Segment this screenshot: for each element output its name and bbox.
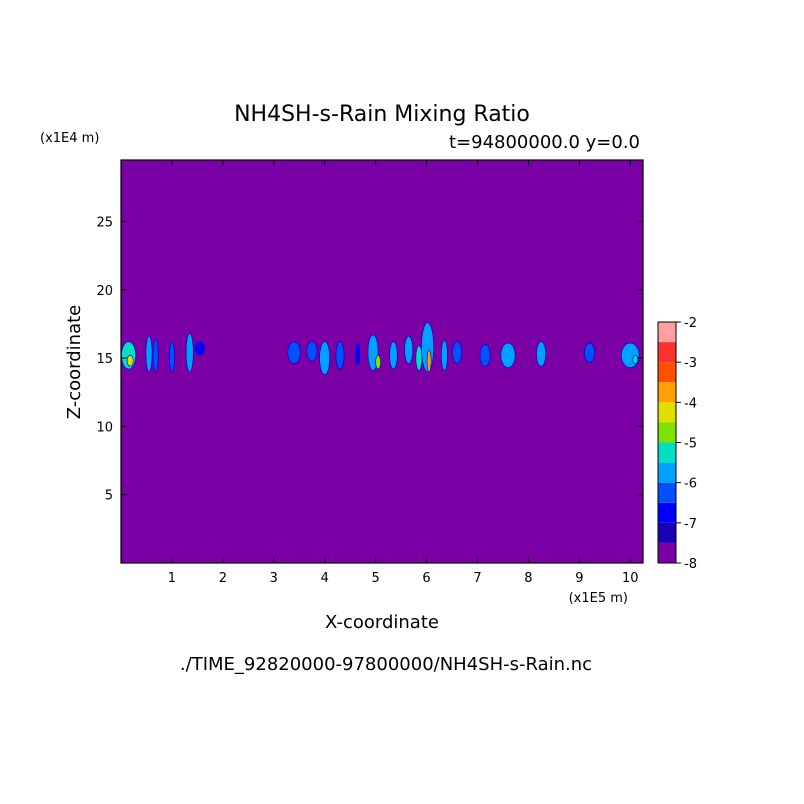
colorbar-swatch-1 — [658, 522, 676, 543]
contour-cell-6 — [195, 341, 205, 356]
y-tick-label: 20 — [96, 284, 113, 299]
x-tick-label: 7 — [473, 571, 481, 586]
x-tick-label: 1 — [168, 571, 176, 586]
colorbar-tick-label: -6 — [684, 477, 697, 492]
colorbar-swatch-3 — [658, 482, 676, 503]
colorbar-tick-label: -4 — [684, 396, 697, 411]
x-tick-label: 6 — [422, 571, 430, 586]
contour-cell-21 — [479, 344, 491, 367]
x-ticks-layer: 1 2 3 4 5 6 7 8 9 10 — [168, 160, 639, 586]
plot-background — [121, 160, 643, 563]
contour-cell-7 — [287, 341, 301, 364]
contour-cell-14 — [389, 341, 398, 370]
contour-cell-5 — [185, 333, 194, 373]
colorbar-swatch-8 — [658, 382, 676, 403]
y-tick-label: 25 — [96, 215, 113, 230]
contour-cell-8 — [306, 341, 318, 362]
contour-cell-3 — [152, 338, 159, 373]
y-tick-label: 5 — [105, 489, 113, 504]
y-ticks-layer: 5 10 15 20 25 — [96, 215, 643, 504]
colorbar-swatch-6 — [658, 422, 676, 443]
contour-cell-10 — [335, 341, 345, 370]
contour-cells-layer — [121, 322, 640, 375]
colorbar-swatch-9 — [658, 362, 676, 383]
x-tick-label: 9 — [575, 571, 583, 586]
y-tick-label: 10 — [96, 420, 113, 435]
colorbar: -2 -3 -4 -5 -6 -7 -8 — [657, 316, 697, 572]
contour-cell-9 — [319, 341, 331, 375]
colorbar-swatch-0 — [658, 542, 676, 563]
chart-title: NH4SH-s-Rain Mixing Ratio — [234, 102, 530, 127]
colorbar-swatch-7 — [658, 402, 676, 423]
colorbar-tick-label: -3 — [684, 356, 697, 371]
contour-cell-2 — [145, 335, 153, 373]
contour-cell-19 — [441, 340, 448, 371]
y-unit-label: (x1E4 m) — [40, 131, 99, 146]
y-tick-label: 15 — [96, 352, 113, 367]
contour-cell-11 — [355, 342, 361, 366]
contour-cell-4 — [169, 341, 175, 373]
contour-cell-23 — [536, 341, 547, 367]
x-tick-label: 8 — [524, 571, 532, 586]
y-axis-label: Z-coordinate — [64, 305, 85, 420]
colorbar-tick-label: -8 — [684, 557, 697, 572]
contour-cell-20 — [452, 341, 463, 364]
contour-cell-16 — [415, 345, 423, 371]
x-tick-label: 3 — [270, 571, 278, 586]
colorbar-swatch-2 — [658, 502, 676, 523]
x-axis-label: X-coordinate — [325, 612, 439, 633]
contour-cell-24 — [584, 342, 595, 363]
contour-cell-13 — [375, 355, 382, 370]
contour-cell-18 — [426, 349, 432, 373]
colorbar-swatch-11 — [658, 322, 676, 343]
contour-cell-15 — [404, 335, 414, 364]
plot-background-layer — [121, 160, 643, 563]
contour-cell-26 — [632, 355, 639, 364]
colorbar-swatch-10 — [658, 342, 676, 363]
x-tick-label: 5 — [371, 571, 379, 586]
chart-subtitle: t=94800000.0 y=0.0 — [449, 132, 640, 153]
colorbar-tick-label: -7 — [684, 517, 697, 532]
file-path-label: ./TIME_92820000-97800000/NH4SH-s-Rain.nc — [180, 654, 592, 675]
plot-frame — [120, 159, 644, 564]
colorbar-tick-label: -5 — [684, 437, 697, 452]
x-unit-label: (x1E5 m) — [569, 591, 628, 606]
contour-cell-1 — [126, 355, 134, 367]
colorbar-swatch-4 — [658, 462, 676, 483]
colorbar-tick-label: -2 — [684, 316, 697, 331]
x-tick-label: 4 — [321, 571, 329, 586]
colorbar-swatch-5 — [658, 442, 676, 463]
contour-cell-22 — [500, 342, 516, 368]
x-tick-label: 2 — [219, 571, 227, 586]
x-tick-label: 10 — [622, 571, 639, 586]
